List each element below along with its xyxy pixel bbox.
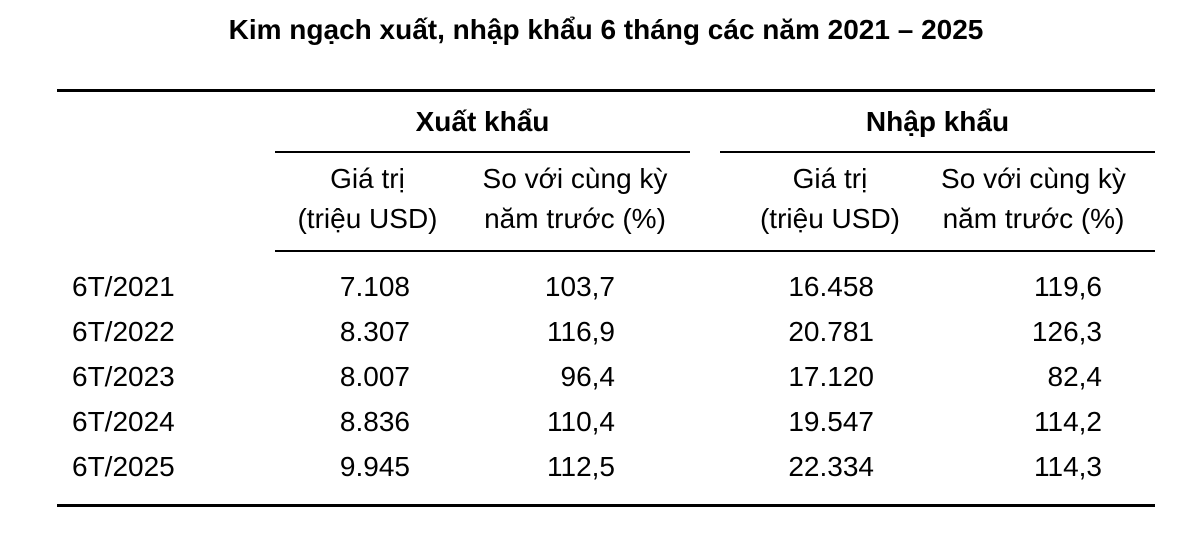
export-yoy-cell: 112,5: [547, 451, 615, 482]
sub-header-import-yoy: So với cùng kỳ năm trước (%): [940, 153, 1155, 252]
period-cell: 6T/2022: [72, 316, 175, 347]
table-row: 6T/2025 9.945 112,5 22.334 114,3: [57, 444, 1155, 489]
gap-cell: [690, 354, 720, 399]
import-value-cell: 17.120: [788, 361, 874, 392]
group-header-import: Nhập khẩu: [720, 92, 1155, 153]
export-value-cell: 7.108: [339, 271, 410, 302]
export-yoy-cell: 96,4: [560, 361, 616, 392]
table-title: Kim ngạch xuất, nhập khẩu 6 tháng các nă…: [228, 14, 984, 45]
sub-header-line: So với cùng kỳ: [941, 163, 1126, 194]
import-yoy-cell: 119,6: [1034, 271, 1102, 302]
import-value-cell: 16.458: [788, 271, 874, 302]
table-row: 6T/2023 8.007 96,4 17.120 82,4: [57, 354, 1155, 399]
gap-cell: [690, 309, 720, 354]
import-yoy-cell: 82,4: [1047, 361, 1103, 392]
sub-header-line: năm trước (%): [942, 203, 1125, 234]
import-value-cell: 20.781: [788, 316, 874, 347]
group-header-row: Xuất khẩu Nhập khẩu: [57, 92, 1155, 153]
import-yoy-cell: 114,2: [1034, 406, 1102, 437]
export-yoy-cell: 116,9: [547, 316, 615, 347]
import-value-cell: 22.334: [788, 451, 874, 482]
export-yoy-cell: 103,7: [544, 271, 615, 302]
gap-cell: [690, 399, 720, 444]
sub-header-line: Giá trị: [792, 163, 868, 194]
period-cell: 6T/2024: [72, 406, 175, 437]
export-value-cell: 8.307: [339, 316, 410, 347]
period-cell: 6T/2023: [72, 361, 175, 392]
sub-header-line: (triệu USD): [759, 203, 900, 234]
group-header-spacer: [57, 92, 275, 151]
sub-header-export-value: Giá trị (triệu USD): [275, 153, 460, 252]
period-cell: 6T/2025: [72, 451, 175, 482]
export-value-cell: 8.007: [339, 361, 410, 392]
sub-header-export-yoy: So với cùng kỳ năm trước (%): [460, 153, 690, 252]
export-value-cell: 9.945: [339, 451, 410, 482]
table-row: 6T/2021 7.108 103,7 16.458 119,6: [57, 264, 1155, 309]
sub-header-gap: [690, 153, 720, 252]
export-yoy-cell: 110,4: [547, 406, 615, 437]
sub-header-line: (triệu USD): [297, 203, 438, 234]
import-value-cell: 19.547: [788, 406, 874, 437]
export-value-cell: 8.836: [339, 406, 410, 437]
gap-cell: [690, 264, 720, 309]
table-row: 6T/2022 8.307 116,9 20.781 126,3: [57, 309, 1155, 354]
import-yoy-cell: 126,3: [1031, 316, 1102, 347]
gap-cell: [690, 444, 720, 489]
table-body: 6T/2021 7.108 103,7 16.458 119,6 6T/2022…: [57, 252, 1155, 504]
import-yoy-cell: 114,3: [1034, 451, 1102, 482]
table-row: 6T/2024 8.836 110,4 19.547 114,2: [57, 399, 1155, 444]
sub-header-line: So với cùng kỳ: [482, 163, 668, 194]
group-header-export: Xuất khẩu: [275, 92, 690, 153]
group-header-gap: [690, 92, 720, 151]
sub-header-import-value: Giá trị (triệu USD): [720, 153, 940, 252]
sub-header-spacer: [57, 153, 275, 250]
trade-table: Xuất khẩu Nhập khẩu Giá trị (triệu USD) …: [57, 89, 1155, 507]
sub-header-line: năm trước (%): [484, 203, 666, 234]
sub-header-line: Giá trị: [330, 163, 405, 194]
period-cell: 6T/2021: [72, 271, 175, 302]
sub-header-row: Giá trị (triệu USD) So với cùng kỳ năm t…: [57, 153, 1155, 252]
